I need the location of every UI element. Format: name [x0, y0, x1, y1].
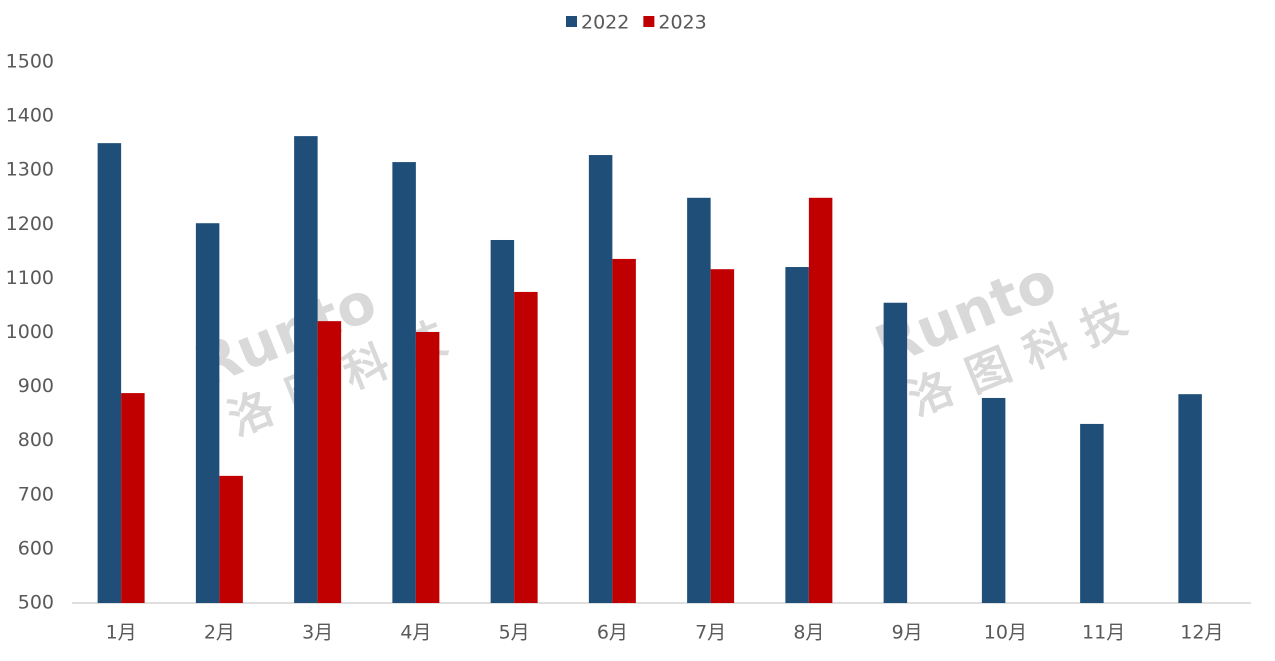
bar: [808, 197, 833, 603]
bar: [981, 397, 1006, 603]
x-tick-label: 12月: [1180, 622, 1223, 644]
x-tick-label: 5月: [499, 622, 530, 644]
bar: [1080, 423, 1104, 603]
y-tick-label: 700: [18, 483, 54, 505]
y-tick-label: 1000: [6, 321, 54, 343]
bar: [588, 155, 613, 603]
y-tick-label: 1100: [6, 267, 54, 289]
bar: [219, 475, 243, 603]
x-tick-label: 10月: [984, 622, 1027, 644]
bar: [612, 258, 636, 603]
x-tick-label: 4月: [400, 622, 431, 644]
bar: [1178, 394, 1202, 603]
y-tick-label: 1300: [6, 159, 54, 181]
x-tick-label: 9月: [892, 622, 923, 644]
y-tick-label: 500: [18, 592, 54, 614]
bar: [710, 269, 735, 603]
bar: [415, 331, 440, 603]
bar: [514, 291, 538, 603]
bar: [785, 267, 809, 603]
legend-swatch: [566, 16, 577, 27]
legend-label: 2022: [581, 12, 629, 34]
legend-label: 2023: [658, 12, 706, 34]
bar: [490, 239, 515, 603]
x-tick-label: 7月: [695, 622, 726, 644]
bar: [317, 321, 342, 603]
bar: [121, 393, 145, 603]
bar: [294, 136, 318, 603]
bar: [883, 302, 908, 603]
y-tick-label: 800: [18, 429, 54, 451]
legend-swatch: [643, 16, 655, 27]
y-tick-label: 900: [18, 375, 54, 397]
bar: [687, 197, 711, 603]
x-tick-label: 6月: [597, 622, 628, 644]
bar: [195, 223, 220, 603]
x-tick-label: 8月: [793, 622, 824, 644]
x-tick-label: 2月: [204, 622, 235, 644]
y-tick-label: 1400: [6, 105, 54, 127]
watermark: Runto 洛图科技: [867, 249, 1151, 426]
y-tick-label: 1200: [6, 213, 54, 235]
y-tick-label: 1500: [6, 51, 54, 73]
x-tick-label: 1月: [106, 622, 137, 644]
x-tick-label: 3月: [302, 622, 333, 644]
bar: [97, 143, 122, 603]
x-tick-label: 11月: [1082, 622, 1125, 644]
bar: [392, 162, 416, 603]
y-tick-label: 600: [18, 537, 54, 559]
